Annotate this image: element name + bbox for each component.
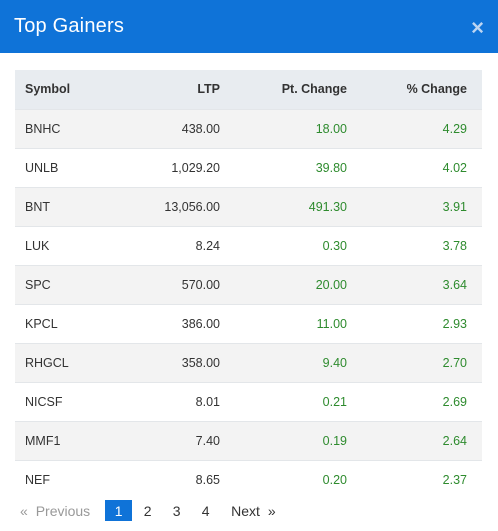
next-label: Next [231, 502, 260, 519]
cell-ltp: 7.40 [117, 420, 229, 460]
cell-symbol[interactable]: UNLB [15, 147, 117, 187]
cell-pt-change: 491.30 [229, 186, 359, 226]
gainers-table: Symbol LTP Pt. Change % Change BNHC 438.0… [15, 70, 482, 499]
cell-symbol[interactable]: LUK [15, 225, 117, 265]
cell-pct-change: 2.64 [359, 420, 482, 460]
cell-pt-change: 0.30 [229, 225, 359, 265]
cell-symbol[interactable]: SPC [15, 264, 117, 304]
cell-pct-change: 3.91 [359, 186, 482, 226]
cell-ltp: 8.01 [117, 381, 229, 421]
cell-symbol[interactable]: MMF1 [15, 420, 117, 460]
cell-pt-change: 0.21 [229, 381, 359, 421]
previous-button: « Previous [16, 503, 90, 519]
next-button[interactable]: Next » [231, 503, 279, 519]
table-row: UNLB 1,029.20 39.80 4.02 [15, 147, 482, 187]
page-button-1[interactable]: 1 [105, 500, 133, 521]
cell-pct-change: 2.37 [359, 459, 482, 499]
cell-ltp: 8.65 [117, 459, 229, 499]
cell-ltp: 1,029.20 [117, 147, 229, 187]
page-button-2[interactable]: 2 [143, 502, 152, 519]
column-header-pct-change[interactable]: % Change [359, 70, 482, 109]
previous-label: Previous [35, 502, 91, 519]
cell-pct-change: 3.64 [359, 264, 482, 304]
cell-symbol[interactable]: BNHC [15, 108, 117, 148]
column-header-pt-change[interactable]: Pt. Change [229, 70, 359, 109]
cell-pct-change: 2.70 [359, 342, 482, 382]
table-row: BNHC 438.00 18.00 4.29 [15, 108, 482, 148]
cell-ltp: 386.00 [117, 303, 229, 343]
table-row: SPC 570.00 20.00 3.64 [15, 264, 482, 304]
cell-pct-change: 3.78 [359, 225, 482, 265]
cell-pt-change: 9.40 [229, 342, 359, 382]
cell-symbol[interactable]: BNT [15, 186, 117, 226]
table-row: RHGCL 358.00 9.40 2.70 [15, 342, 482, 382]
cell-pt-change: 18.00 [229, 108, 359, 148]
page-button-4[interactable]: 4 [201, 502, 210, 519]
cell-pct-change: 4.29 [359, 108, 482, 148]
table-row: NICSF 8.01 0.21 2.69 [15, 381, 482, 421]
table-row: LUK 8.24 0.30 3.78 [15, 225, 482, 265]
cell-pct-change: 2.69 [359, 381, 482, 421]
double-chevron-right-icon: » [267, 502, 276, 519]
modal-body: Symbol LTP Pt. Change % Change BNHC 438.0… [15, 70, 482, 499]
cell-ltp: 570.00 [117, 264, 229, 304]
cell-symbol[interactable]: NEF [15, 459, 117, 499]
cell-ltp: 8.24 [117, 225, 229, 265]
column-header-ltp[interactable]: LTP [117, 70, 229, 109]
table-row: MMF1 7.40 0.19 2.64 [15, 420, 482, 460]
table-row: NEF 8.65 0.20 2.37 [15, 459, 482, 499]
cell-ltp: 13,056.00 [117, 186, 229, 226]
cell-pt-change: 0.20 [229, 459, 359, 499]
cell-ltp: 358.00 [117, 342, 229, 382]
cell-pt-change: 11.00 [229, 303, 359, 343]
double-chevron-left-icon: « [20, 502, 28, 519]
cell-symbol[interactable]: NICSF [15, 381, 117, 421]
cell-symbol[interactable]: RHGCL [15, 342, 117, 382]
modal-title: Top Gainers [14, 15, 125, 37]
table-body: BNHC 438.00 18.00 4.29 UNLB 1,029.20 39.80 4.02… [15, 108, 482, 499]
modal-header: Top Gainers × [0, 0, 498, 53]
table-row: BNT 13,056.00 491.30 3.91 [15, 186, 482, 226]
cell-symbol[interactable]: KPCL [15, 303, 117, 343]
cell-ltp: 438.00 [117, 108, 229, 148]
cell-pt-change: 0.19 [229, 420, 359, 460]
table-header-row: Symbol LTP Pt. Change % Change [15, 70, 482, 109]
page-button-3[interactable]: 3 [172, 502, 181, 519]
cell-pt-change: 20.00 [229, 264, 359, 304]
table-row: KPCL 386.00 11.00 2.93 [15, 303, 482, 343]
close-icon[interactable]: × [471, 14, 484, 40]
cell-pt-change: 39.80 [229, 147, 359, 187]
column-header-symbol[interactable]: Symbol [15, 70, 117, 109]
cell-pct-change: 4.02 [359, 147, 482, 187]
cell-pct-change: 2.93 [359, 303, 482, 343]
